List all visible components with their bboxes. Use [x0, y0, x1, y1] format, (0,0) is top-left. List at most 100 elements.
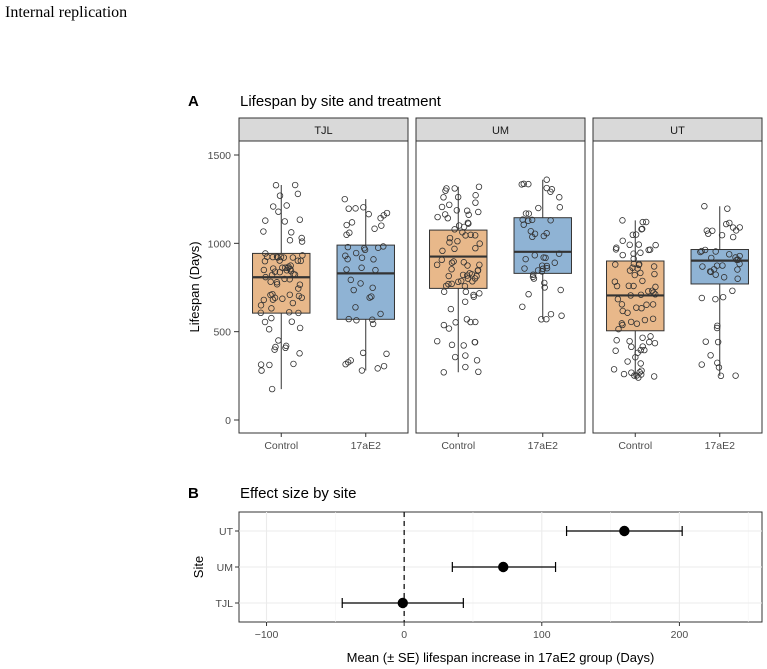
data-point — [629, 264, 636, 271]
x-tick-label: Control — [264, 440, 298, 452]
data-point — [455, 278, 462, 286]
data-point — [633, 304, 640, 311]
data-point — [368, 293, 375, 300]
data-point — [365, 210, 372, 218]
data-point — [288, 229, 295, 236]
data-point — [286, 237, 294, 244]
data-point — [445, 280, 452, 288]
data-point — [472, 232, 479, 239]
panel-a-title: Lifespan by site and treatment — [240, 93, 442, 110]
data-point — [630, 255, 637, 263]
data-point — [633, 372, 640, 379]
data-point — [472, 199, 479, 206]
data-point — [258, 367, 265, 374]
data-point — [463, 207, 471, 214]
data-point — [473, 357, 481, 364]
data-point — [448, 266, 455, 273]
data-point — [445, 325, 453, 332]
data-point — [519, 303, 526, 310]
data-point — [529, 273, 537, 281]
data-point — [556, 204, 564, 211]
data-point — [294, 257, 302, 264]
data-point — [380, 212, 387, 219]
data-point — [729, 224, 737, 231]
data-point — [714, 338, 722, 346]
data-point — [736, 224, 743, 231]
data-point — [341, 195, 348, 203]
data-point — [612, 246, 620, 253]
data-point — [445, 272, 452, 280]
box-iqr — [513, 217, 572, 274]
data-point — [296, 281, 304, 288]
data-point — [448, 259, 456, 266]
data-point — [352, 205, 359, 212]
panel-b-title: Effect size by site — [240, 485, 356, 502]
data-point — [652, 241, 659, 249]
data-point — [630, 250, 637, 257]
data-point — [472, 318, 479, 326]
data-point — [270, 265, 277, 272]
panel-a-ylabel: Lifespan (Days) — [187, 241, 202, 332]
data-point — [474, 267, 482, 274]
data-point — [629, 231, 637, 239]
x-tick-label: 17aE2 — [705, 440, 736, 452]
data-point — [613, 337, 620, 344]
data-point — [649, 301, 657, 308]
data-point — [639, 343, 646, 350]
data-point — [637, 360, 644, 367]
data-point — [614, 295, 622, 303]
data-point — [359, 349, 367, 357]
x-tick-label: 17aE2 — [351, 440, 382, 452]
box-iqr — [336, 244, 395, 320]
data-point — [357, 280, 364, 287]
data-point — [650, 263, 658, 270]
y-tick-label: UM — [217, 562, 233, 574]
data-point — [272, 343, 279, 351]
data-point — [625, 282, 633, 290]
data-point — [460, 223, 468, 231]
data-point — [446, 239, 453, 246]
data-point — [262, 217, 269, 224]
data-point — [525, 180, 532, 188]
facet-label: TJL — [314, 125, 332, 137]
data-point — [618, 301, 626, 308]
data-point — [547, 217, 554, 224]
data-point — [296, 216, 304, 223]
data-point — [446, 234, 454, 242]
data-point — [472, 192, 479, 199]
data-point — [451, 185, 458, 192]
data-point — [612, 347, 619, 354]
data-point — [707, 352, 714, 359]
effect-point — [619, 525, 630, 537]
data-point — [476, 290, 483, 297]
data-point — [352, 304, 359, 311]
data-point — [283, 202, 290, 209]
x-tick-label: −100 — [255, 629, 279, 641]
data-point — [649, 315, 657, 322]
data-point — [734, 275, 741, 282]
data-point — [353, 317, 360, 324]
data-point — [646, 246, 654, 253]
data-point — [465, 211, 472, 218]
data-point — [434, 213, 441, 221]
data-point — [345, 315, 352, 323]
data-point — [471, 338, 478, 346]
data-point — [281, 264, 289, 271]
data-point — [271, 346, 278, 353]
data-point — [715, 364, 723, 371]
data-point — [719, 293, 727, 301]
data-point — [438, 256, 446, 264]
data-point — [286, 291, 294, 298]
data-point — [619, 251, 626, 259]
data-point — [547, 310, 555, 318]
data-point — [261, 318, 269, 326]
data-point — [378, 222, 385, 229]
data-point — [344, 243, 352, 251]
data-point — [295, 292, 303, 300]
data-point — [650, 289, 657, 296]
data-point — [634, 349, 641, 356]
data-point — [347, 276, 355, 284]
data-point — [273, 281, 281, 288]
data-point — [643, 301, 650, 308]
